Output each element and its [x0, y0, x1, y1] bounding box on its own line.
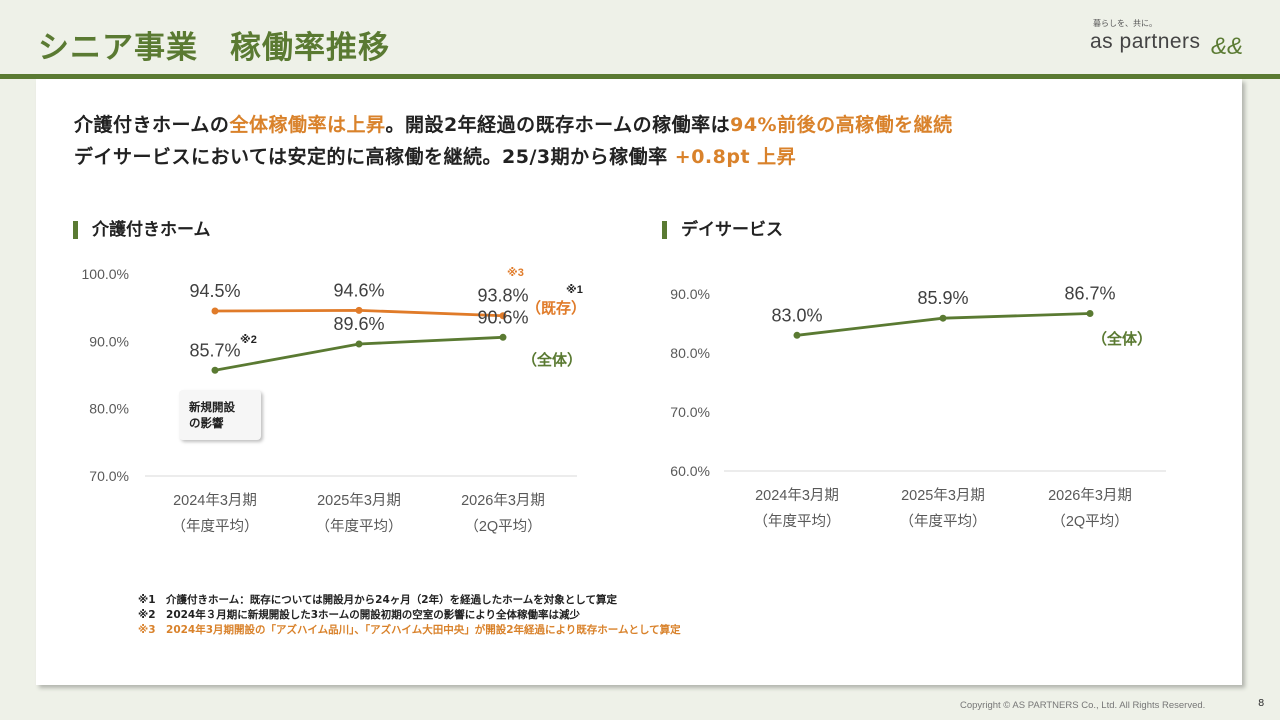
data-point	[211, 366, 219, 374]
y-tick-label: 70.0%	[670, 404, 710, 420]
headline-highlight: 94%前後の高稼働を継続	[730, 114, 953, 136]
headline-highlight: 全体稼働率は上昇	[229, 114, 386, 136]
x-tick-label: 2025年3月期	[901, 487, 985, 504]
data-label: 83.0%	[771, 305, 822, 325]
data-label: 85.7%	[189, 340, 240, 360]
x-tick-label: 2024年3月期	[173, 492, 257, 509]
content-card	[36, 79, 1242, 685]
section-title-day-service: デイサービス	[662, 221, 783, 239]
footnote-marker-1: ※1	[566, 284, 583, 296]
data-point	[939, 314, 947, 322]
series-legend-label: （既存）	[526, 299, 586, 317]
headline-line-2: デイサービスにおいては安定的に高稼働を継続。25/3期から稼働率 +0.8pt …	[74, 142, 796, 169]
headline-text: デイサービスにおいては安定的に高稼働を継続。25/3期から稼働率	[74, 146, 675, 168]
logo-mark-text: &&	[1211, 33, 1243, 58]
y-tick-label: 70.0%	[89, 468, 129, 484]
headline-line-1: 介護付きホームの全体稼働率は上昇。開設2年経過の既存ホームの稼働率は94%前後の…	[74, 110, 953, 137]
copyright: Copyright © AS PARTNERS Co., Ltd. All Ri…	[960, 700, 1206, 711]
x-tick-sublabel: （年度平均）	[754, 513, 841, 530]
x-tick-sublabel: （2Q平均）	[1051, 513, 1128, 530]
section-title-care-home: 介護付きホーム	[73, 221, 211, 239]
care-home-chart: 100.0% 90.0% 80.0% 70.0% 2024年3月期 （年度平均） 2025年…	[82, 266, 587, 535]
logo-name: as partners	[1090, 30, 1201, 53]
footnote-marker-3: ※3	[507, 267, 524, 279]
page-number: 8	[1258, 698, 1265, 709]
y-tick-label: 60.0%	[670, 463, 710, 479]
data-label: 90.6%	[477, 307, 528, 327]
page-title: シニア事業 稼働率推移	[38, 30, 390, 66]
day-service-chart: 90.0% 80.0% 70.0% 60.0% 2024年3月期 （年度平均） 2025年3…	[670, 283, 1166, 530]
y-tick-label: 100.0%	[82, 266, 129, 282]
data-point	[793, 331, 801, 339]
y-tick-label: 90.0%	[89, 333, 129, 349]
y-tick-label: 90.0%	[670, 286, 710, 302]
logo-mark-icon: &&	[1211, 33, 1243, 58]
data-label: 93.8%	[477, 286, 528, 306]
data-point	[355, 340, 363, 348]
footnote-3: ※3 2024年3月期開設の「アズハイム品川」、「アズハイム大田中央」が開設2年…	[138, 624, 681, 636]
data-point	[355, 306, 363, 314]
data-label: 89.6%	[333, 314, 384, 334]
x-tick-label: 2026年3月期	[461, 492, 545, 509]
x-tick-label: 2024年3月期	[755, 487, 839, 504]
new-opening-callout: 新規開設 の影響	[179, 390, 261, 440]
footnote-2: ※2 2024年３月期に新規開設した3ホームの開設初期の空室の影響により全体稼働…	[138, 609, 581, 621]
headline-text: 介護付きホームの	[74, 114, 230, 136]
data-point	[499, 312, 507, 320]
header-divider	[0, 74, 1280, 79]
x-tick-sublabel: （年度平均）	[172, 518, 259, 535]
footnote-1: ※1 介護付きホーム：既存については開設月から24ヶ月（2年）を経過したホームを…	[138, 594, 617, 606]
y-tick-label: 80.0%	[89, 401, 129, 417]
y-tick-label: 80.0%	[670, 345, 710, 361]
x-tick-label: 2026年3月期	[1048, 487, 1132, 504]
headline-highlight: +0.8pt 上昇	[674, 146, 797, 168]
data-label: 94.5%	[189, 281, 240, 301]
data-point	[499, 333, 507, 341]
data-point	[1086, 309, 1094, 317]
data-label: 85.9%	[917, 288, 968, 308]
data-point	[211, 307, 219, 315]
logo-tagline: 暮らしを、共に。	[1093, 19, 1157, 28]
data-label: 86.7%	[1064, 283, 1115, 303]
headline-text: 。開設2年経過の既存ホームの稼働率は	[385, 114, 731, 136]
x-tick-sublabel: （年度平均）	[900, 513, 987, 530]
footnote-marker-2: ※2	[240, 334, 257, 346]
series-legend-label: （全体）	[1092, 330, 1152, 348]
x-tick-sublabel: （年度平均）	[316, 518, 403, 535]
x-tick-sublabel: （2Q平均）	[464, 518, 541, 535]
data-label: 94.6%	[333, 280, 384, 300]
series-legend-label: （全体）	[522, 351, 582, 369]
x-tick-label: 2025年3月期	[317, 492, 401, 509]
header-bar: シニア事業 稼働率推移 暮らしを、共に。 as partners &&	[0, 0, 1280, 79]
